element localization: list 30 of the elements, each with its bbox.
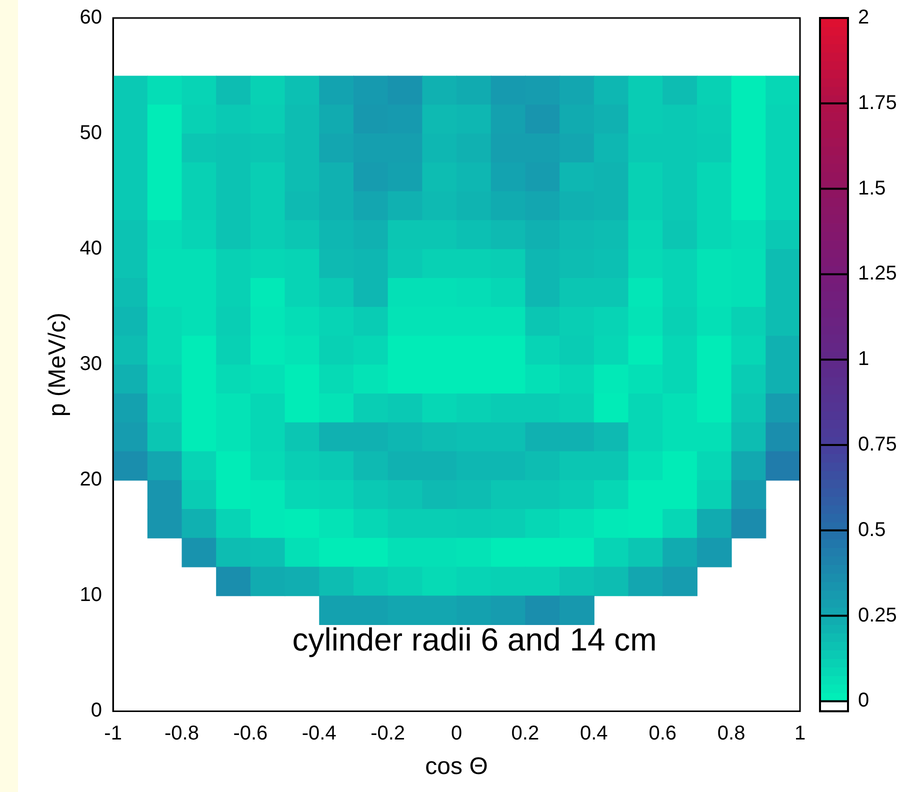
color-bar-label: 1.5 — [858, 177, 886, 200]
y-tick-label: 50 — [80, 122, 102, 144]
x-tick-label: -1 — [104, 722, 122, 745]
x-tick-label: -0.6 — [233, 722, 268, 745]
y-tick-label: 20 — [80, 468, 102, 491]
x-tick-label: -0.2 — [370, 722, 406, 745]
color-bar-label: 0.5 — [858, 518, 886, 541]
y-tick-label: 10 — [80, 584, 102, 606]
y-tick-label: 40 — [80, 238, 102, 260]
x-tick-label: 1 — [794, 722, 806, 745]
x-tick-label: 0 — [450, 722, 462, 745]
color-bar-label: 0.75 — [858, 434, 897, 456]
x-tick-label: 0.8 — [717, 722, 746, 745]
x-tick-label: 0.2 — [511, 722, 540, 745]
y-tick-label: 60 — [80, 6, 102, 29]
y-tick-label: 0 — [90, 700, 102, 722]
color-bar-label: 2 — [858, 6, 870, 29]
x-tick-label: -0.8 — [164, 722, 199, 745]
color-bar-label: 0.25 — [858, 604, 897, 626]
color-bar-label: 1 — [858, 348, 870, 370]
color-bar-label: 0 — [858, 690, 870, 712]
y-axis-title: p (MeV/c) — [44, 312, 72, 417]
x-axis-title: cos Θ — [425, 753, 488, 780]
color-bar-label: 1.25 — [858, 262, 897, 285]
x-tick-label: 0.4 — [580, 722, 608, 745]
y-tick-label: 30 — [80, 353, 102, 376]
x-tick-label: -0.4 — [302, 722, 336, 745]
annotation: cylinder radii 6 and 14 cm — [292, 622, 657, 658]
x-tick-label: 0.6 — [648, 722, 677, 745]
color-bar-label: 1.75 — [858, 92, 897, 114]
